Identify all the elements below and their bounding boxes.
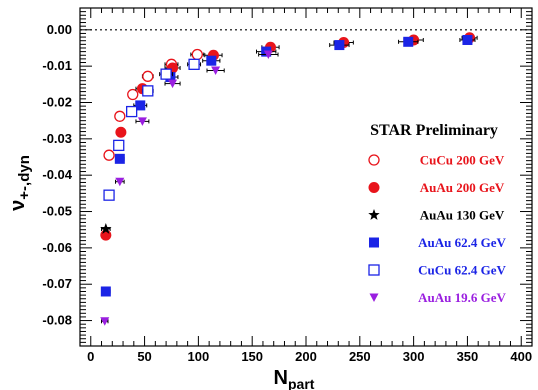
- data-point: [135, 100, 146, 111]
- data-point: [100, 317, 110, 326]
- data-point: [115, 126, 127, 138]
- axis-titles: Npart ν+-,dyn: [7, 155, 315, 390]
- legend-label: AuAu 200 GeV: [420, 180, 505, 195]
- data-point: [206, 55, 217, 66]
- y-tick-label: -0.06: [42, 240, 72, 255]
- legend-marker: [368, 154, 380, 166]
- data-point: [142, 85, 154, 97]
- legend-title: STAR Preliminary: [370, 122, 498, 139]
- legend-marker: [368, 182, 380, 193]
- x-tick-label: 200: [295, 349, 317, 364]
- series-4: [103, 58, 202, 201]
- legend-marker: [369, 237, 379, 248]
- y-tick-label: -0.05: [42, 204, 72, 219]
- data-point: [462, 34, 473, 45]
- data-point: [142, 70, 154, 82]
- x-tick-label: 400: [510, 349, 532, 364]
- legend-label: AuAu 130 GeV: [420, 208, 505, 223]
- data-point: [103, 149, 115, 161]
- data-point: [115, 177, 125, 187]
- y-axis-title-sub: +-,dyn: [16, 155, 33, 200]
- y-tick-label: -0.08: [42, 313, 72, 328]
- data-point: [191, 48, 203, 61]
- data-point: [103, 189, 115, 201]
- x-axis-title-main: N: [274, 367, 288, 389]
- x-tick-label: 300: [403, 349, 425, 364]
- series-0: [103, 48, 205, 161]
- data-point: [114, 110, 126, 122]
- axis-ticks: 0 50 100 150 200 250 300 350 400 0.00 -0.01 -0.02 -0…: [42, 8, 533, 364]
- data-point: [403, 36, 414, 47]
- x-axis-title-sub: part: [288, 376, 315, 390]
- x-tick-label: 0: [87, 349, 94, 364]
- data-point: [114, 153, 125, 164]
- legend-marker: [368, 209, 380, 220]
- x-tick-label: 250: [349, 349, 371, 364]
- data-point: [113, 139, 125, 152]
- legend-label: CuCu 200 GeV: [420, 153, 505, 168]
- x-axis-title: Npart: [274, 367, 315, 390]
- x-tick-label: 150: [241, 349, 263, 364]
- data-point: [168, 79, 178, 89]
- data-point: [188, 58, 200, 70]
- series-5: [100, 50, 279, 326]
- y-tick-label: -0.02: [42, 94, 72, 109]
- y-tick-label: -0.04: [42, 167, 72, 182]
- legend-label: AuAu 19.6 GeV: [418, 290, 506, 305]
- legend: STAR Preliminary CuCu 200 GeV AuAu 200 GeV…: [368, 122, 506, 305]
- data-point: [100, 222, 112, 234]
- data-point: [137, 117, 147, 126]
- y-tick-label: -0.07: [42, 276, 72, 291]
- legend-marker: [369, 293, 379, 302]
- data-point: [334, 40, 345, 51]
- legend-label: CuCu 62.4 GeV: [418, 263, 506, 278]
- y-axis-title-main: ν: [7, 200, 29, 211]
- y-tick-label: -0.01: [42, 58, 72, 73]
- series-layer: [100, 32, 478, 326]
- x-tick-label: 100: [188, 349, 210, 364]
- y-tick-label: 0.00: [47, 22, 72, 37]
- y-axis-title: ν+-,dyn: [7, 155, 33, 211]
- series-2: [100, 222, 112, 234]
- legend-marker: [368, 264, 380, 276]
- data-point: [127, 88, 139, 101]
- data-point: [211, 66, 221, 76]
- data-point: [263, 50, 273, 60]
- x-tick-label: 350: [457, 349, 479, 364]
- x-tick-label: 50: [137, 349, 151, 364]
- data-point: [100, 286, 111, 297]
- y-tick-label: -0.03: [42, 131, 72, 146]
- legend-label: AuAu 62.4 GeV: [418, 235, 506, 250]
- data-point: [126, 105, 138, 118]
- data-point: [160, 68, 172, 80]
